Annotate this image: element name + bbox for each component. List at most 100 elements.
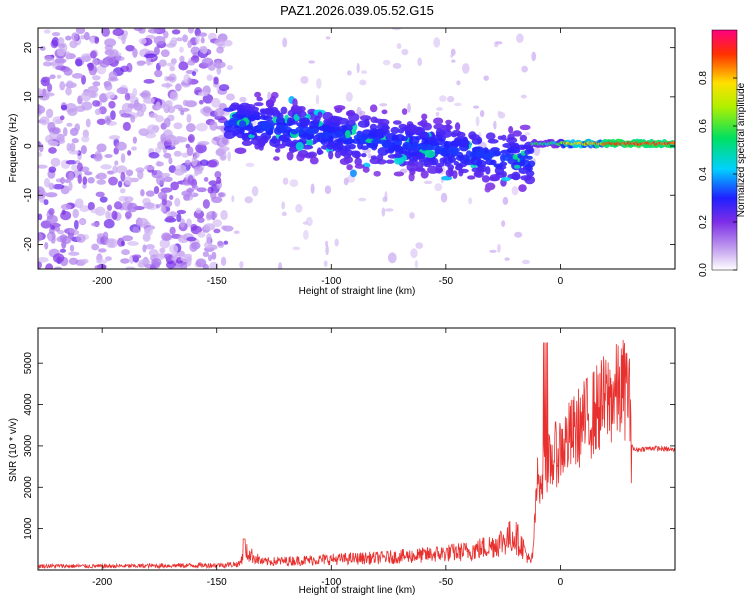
spectrogram-cell xyxy=(265,108,275,117)
spectrogram-cell xyxy=(105,91,116,99)
spectrogram-cell xyxy=(76,233,86,244)
spectrogram-cell xyxy=(169,91,179,101)
spectrogram-cell xyxy=(144,226,153,236)
spectrogram-cell xyxy=(398,146,404,154)
spectrogram-cell xyxy=(433,37,441,48)
y-tick-label: 0 xyxy=(23,143,34,149)
spectrogram-cell xyxy=(271,135,277,145)
spectrogram-cell xyxy=(68,150,80,155)
spectrogram-cell xyxy=(46,83,53,92)
spectrogram-cell xyxy=(514,164,521,169)
spectrogram-cell xyxy=(349,169,357,178)
spectrogram-cell xyxy=(301,144,314,150)
spectrogram-cell xyxy=(148,152,160,159)
spectrogram-cell xyxy=(489,174,501,181)
spectrogram-cell xyxy=(281,211,287,217)
spectrogram-cell xyxy=(43,29,51,34)
spectrogram-cell xyxy=(171,29,181,35)
spectrogram-cell xyxy=(170,181,180,191)
spectrogram-cell xyxy=(68,251,80,256)
spectrogram-cell xyxy=(95,191,105,198)
spectrogram-cell xyxy=(531,51,537,62)
spectrogram-cell xyxy=(187,28,195,34)
spectrogram-cell xyxy=(206,74,213,81)
spectrogram-cell xyxy=(132,87,138,97)
spectrogram-cell xyxy=(512,130,522,137)
spectrogram-cell xyxy=(87,176,95,184)
spectrogram-cell xyxy=(45,92,55,97)
spectrogram-cell xyxy=(370,155,378,160)
spectrogram-cell xyxy=(163,152,172,159)
spectrogram-cell xyxy=(66,143,72,152)
spectrogram-cell xyxy=(360,145,369,151)
spectrogram-cell xyxy=(104,153,113,159)
spectrogram-cell xyxy=(179,46,184,53)
spectrogram-cell xyxy=(447,164,455,171)
spectrogram-cell xyxy=(162,30,169,39)
spectrogram-cell xyxy=(196,187,207,193)
spectrogram-cell xyxy=(67,108,78,116)
spectrogram-cell xyxy=(213,77,219,85)
spectrogram-cell xyxy=(278,135,289,142)
spectrogram-cell xyxy=(385,133,398,142)
spectrogram-cell xyxy=(165,215,175,222)
spectrogram-cell xyxy=(500,149,512,155)
spectrogram-cell xyxy=(56,47,66,57)
spectrogram-cell xyxy=(48,207,55,216)
spectrogram-cell xyxy=(71,164,79,171)
x-tick-label: 0 xyxy=(558,276,564,287)
spectrogram-cell xyxy=(436,107,443,111)
spectrogram-cell xyxy=(382,140,392,148)
spectrogram-cell xyxy=(48,166,57,173)
spectrogram-x-label: Height of straight line (km) xyxy=(299,286,416,297)
spectrogram-cell xyxy=(454,102,462,107)
spectrogram-cell xyxy=(100,164,112,170)
spectrogram-cell xyxy=(469,134,480,141)
spectrogram-cell xyxy=(39,116,50,126)
spectrogram-cell xyxy=(142,244,147,253)
spectrogram-cell xyxy=(186,146,194,157)
spectrogram-cell xyxy=(195,122,208,132)
spectrogram-cell xyxy=(198,91,209,97)
spectrogram-cell xyxy=(202,93,214,104)
spectrogram-cell xyxy=(96,259,108,265)
spectrogram-cell xyxy=(462,63,470,74)
y-tick-label: 5000 xyxy=(23,352,34,375)
spectrogram-cell xyxy=(153,35,166,45)
spectrogram-cell xyxy=(324,240,329,247)
spectrogram-cell xyxy=(92,100,101,107)
spectrogram-cell xyxy=(197,141,210,146)
spectrogram-cell xyxy=(419,131,430,140)
spectrogram-cell xyxy=(132,226,140,233)
spectrogram-cell xyxy=(104,82,113,91)
spectrogram-cell xyxy=(251,186,259,197)
y-tick-label: 4000 xyxy=(23,393,34,416)
spectrogram-cell xyxy=(162,129,173,140)
spectrogram-cell xyxy=(136,60,145,67)
spectrogram-cell xyxy=(214,38,226,47)
spectrogram-cell xyxy=(48,140,59,147)
spectrogram-cell xyxy=(379,103,388,107)
spectrogram-cell xyxy=(220,155,226,160)
spectrogram-cell xyxy=(282,37,288,48)
spectrogram-cell xyxy=(159,238,171,249)
spectrogram-cell xyxy=(433,123,445,130)
spectrogram-cell xyxy=(168,157,173,165)
spectrogram-cell xyxy=(519,159,531,167)
spectrogram-cell xyxy=(325,244,329,256)
spectrogram-cell xyxy=(420,170,429,179)
spectrogram-cell xyxy=(187,134,195,143)
spectrogram-cell xyxy=(59,81,66,91)
spectrogram-cell xyxy=(518,184,527,193)
spectrogram-cell xyxy=(450,54,454,58)
spectrogram-cell xyxy=(290,129,299,135)
spectrogram-cell xyxy=(52,183,65,190)
spectrogram-cell xyxy=(446,95,455,103)
spectrogram-cell xyxy=(359,110,366,116)
colorbar-tick-label: 0.2 xyxy=(698,215,709,229)
spectrogram-cell xyxy=(108,71,118,81)
spectrogram-cell xyxy=(47,233,53,242)
spectrogram-cell xyxy=(273,156,280,161)
spectrogram-cell xyxy=(262,115,273,121)
spectrogram-cell xyxy=(489,249,497,253)
